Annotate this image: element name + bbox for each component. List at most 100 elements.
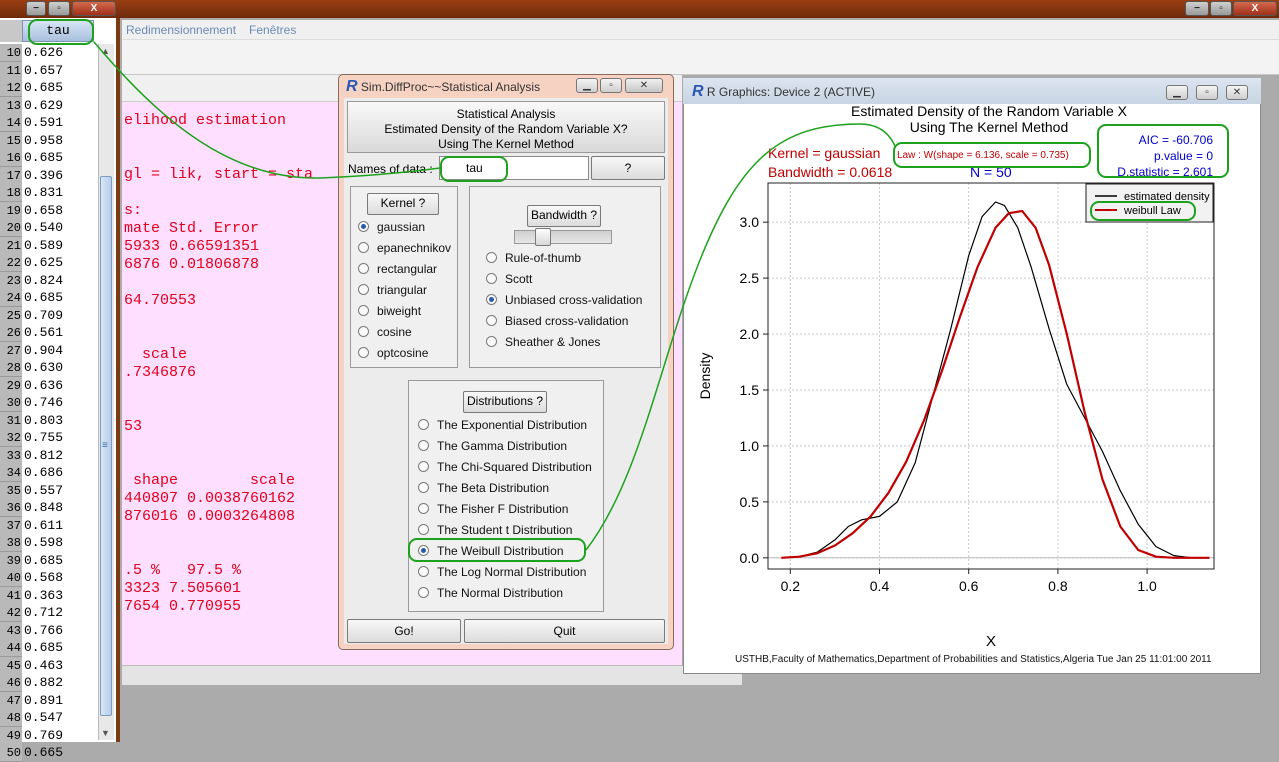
data-cell[interactable]: 0.685 — [24, 640, 64, 655]
data-cell[interactable]: 0.658 — [24, 202, 64, 218]
kernel-option[interactable]: rectangular — [358, 262, 437, 276]
data-cell[interactable]: 0.598 — [24, 535, 64, 550]
radio-icon[interactable] — [486, 315, 497, 326]
data-help-button[interactable]: ? — [591, 156, 665, 180]
data-cell[interactable]: 0.709 — [24, 307, 64, 323]
data-cell[interactable]: 0.824 — [24, 272, 64, 288]
radio-icon[interactable] — [418, 566, 429, 577]
data-cell[interactable]: 0.685 — [24, 552, 64, 568]
data-cell[interactable]: 0.363 — [24, 587, 64, 603]
data-cell[interactable]: 0.891 — [24, 692, 64, 708]
data-cell[interactable]: 0.591 — [24, 115, 64, 130]
distribution-option[interactable]: The Student t Distribution — [418, 523, 572, 537]
bandwidth-option[interactable]: Unbiased cross-validation — [486, 293, 642, 307]
data-cell[interactable]: 0.812 — [24, 447, 64, 463]
radio-icon[interactable] — [358, 347, 369, 358]
data-cell[interactable]: 0.629 — [24, 97, 64, 113]
distribution-option[interactable]: The Normal Distribution — [418, 586, 563, 600]
data-minimize-button[interactable]: − — [26, 1, 46, 16]
console-horizontal-scrollbar[interactable] — [122, 665, 742, 685]
app-minimize-button[interactable]: − — [1185, 1, 1209, 16]
kernel-option[interactable]: optcosine — [358, 346, 428, 360]
radio-icon[interactable] — [418, 587, 429, 598]
distributions-help-button[interactable]: Distributions ? — [463, 391, 547, 413]
radio-icon[interactable] — [358, 242, 369, 253]
sim-maximize-button[interactable]: ▫ — [600, 78, 622, 93]
bandwidth-slider-track[interactable] — [514, 230, 612, 244]
quit-button[interactable]: Quit — [464, 619, 665, 643]
radio-icon[interactable] — [486, 273, 497, 284]
column-header-tau[interactable]: tau — [22, 20, 94, 42]
data-cell[interactable]: 0.665 — [24, 745, 64, 760]
data-cell[interactable]: 0.611 — [24, 517, 64, 533]
distribution-option[interactable]: The Weibull Distribution — [418, 544, 564, 558]
radio-icon[interactable] — [418, 524, 429, 535]
data-cell[interactable]: 0.636 — [24, 377, 64, 393]
bandwidth-option[interactable]: Rule-of-thumb — [486, 251, 581, 265]
data-cell[interactable]: 0.540 — [24, 220, 64, 235]
radio-icon[interactable] — [486, 336, 497, 347]
scroll-down-icon[interactable]: ▼ — [101, 728, 110, 738]
data-cell[interactable]: 0.463 — [24, 657, 64, 673]
data-cell[interactable]: 0.657 — [24, 62, 64, 78]
graphics-minimize-button[interactable]: ▁ — [1166, 85, 1188, 100]
data-cell[interactable]: 0.712 — [24, 605, 64, 620]
radio-icon[interactable] — [418, 419, 429, 430]
bandwidth-option[interactable]: Biased cross-validation — [486, 314, 628, 328]
data-cell[interactable]: 0.561 — [24, 325, 64, 340]
kernel-option[interactable]: triangular — [358, 283, 427, 297]
bandwidth-slider-thumb[interactable] — [534, 228, 551, 246]
distribution-option[interactable]: The Log Normal Distribution — [418, 565, 586, 579]
data-cell[interactable]: 0.746 — [24, 395, 64, 410]
distribution-option[interactable]: The Gamma Distribution — [418, 439, 567, 453]
scroll-up-icon[interactable]: ▲ — [101, 46, 110, 56]
distribution-option[interactable]: The Fisher F Distribution — [418, 502, 568, 516]
kernel-option[interactable]: gaussian — [358, 220, 425, 234]
data-cell[interactable]: 0.686 — [24, 465, 64, 480]
radio-icon[interactable] — [418, 545, 429, 556]
radio-icon[interactable] — [418, 440, 429, 451]
data-cell[interactable]: 0.769 — [24, 727, 64, 743]
graphics-maximize-button[interactable]: ▫ — [1196, 85, 1218, 100]
data-cell[interactable]: 0.396 — [24, 167, 64, 183]
kernel-option[interactable]: cosine — [358, 325, 412, 339]
data-cell[interactable]: 0.882 — [24, 675, 64, 690]
go-button[interactable]: Go! — [347, 619, 461, 643]
radio-icon[interactable] — [486, 294, 497, 305]
data-cell[interactable]: 0.755 — [24, 430, 64, 445]
data-cell[interactable]: 0.630 — [24, 360, 64, 375]
bandwidth-help-button[interactable]: Bandwidth ? — [527, 205, 601, 227]
data-cell[interactable]: 0.685 — [24, 80, 64, 95]
sim-close-button[interactable]: ✕ — [625, 78, 663, 93]
data-close-button[interactable]: X — [72, 1, 116, 16]
radio-icon[interactable] — [358, 326, 369, 337]
kernel-option[interactable]: epanechnikov — [358, 241, 451, 255]
radio-icon[interactable] — [486, 252, 497, 263]
sim-minimize-button[interactable]: ▁ — [576, 78, 598, 93]
kernel-option[interactable]: biweight — [358, 304, 421, 318]
radio-icon[interactable] — [418, 482, 429, 493]
graphics-close-button[interactable]: ✕ — [1226, 85, 1248, 100]
data-cell[interactable]: 0.766 — [24, 622, 64, 638]
radio-icon[interactable] — [358, 263, 369, 274]
data-cell[interactable]: 0.626 — [24, 45, 64, 60]
kernel-help-button[interactable]: Kernel ? — [367, 193, 439, 215]
data-cell[interactable]: 0.547 — [24, 710, 64, 725]
data-cell[interactable]: 0.831 — [24, 185, 64, 200]
radio-icon[interactable] — [358, 284, 369, 295]
data-cell[interactable]: 0.685 — [24, 150, 64, 165]
menu-redimensionnement[interactable]: Redimensionnement — [126, 23, 237, 37]
data-cell[interactable]: 0.958 — [24, 132, 64, 148]
data-cell[interactable]: 0.904 — [24, 342, 64, 358]
radio-icon[interactable] — [358, 305, 369, 316]
data-cell[interactable]: 0.557 — [24, 482, 64, 498]
menu-fenetres[interactable]: Fenêtres — [249, 23, 297, 37]
distribution-option[interactable]: The Beta Distribution — [418, 481, 549, 495]
data-cell[interactable]: 0.848 — [24, 500, 64, 515]
data-maximize-button[interactable]: ▫ — [48, 1, 70, 16]
bandwidth-option[interactable]: Sheather & Jones — [486, 335, 600, 349]
data-cell[interactable]: 0.589 — [24, 237, 64, 253]
app-maximize-button[interactable]: ▫ — [1210, 1, 1232, 16]
data-cell[interactable]: 0.568 — [24, 570, 64, 585]
bandwidth-option[interactable]: Scott — [486, 272, 532, 286]
